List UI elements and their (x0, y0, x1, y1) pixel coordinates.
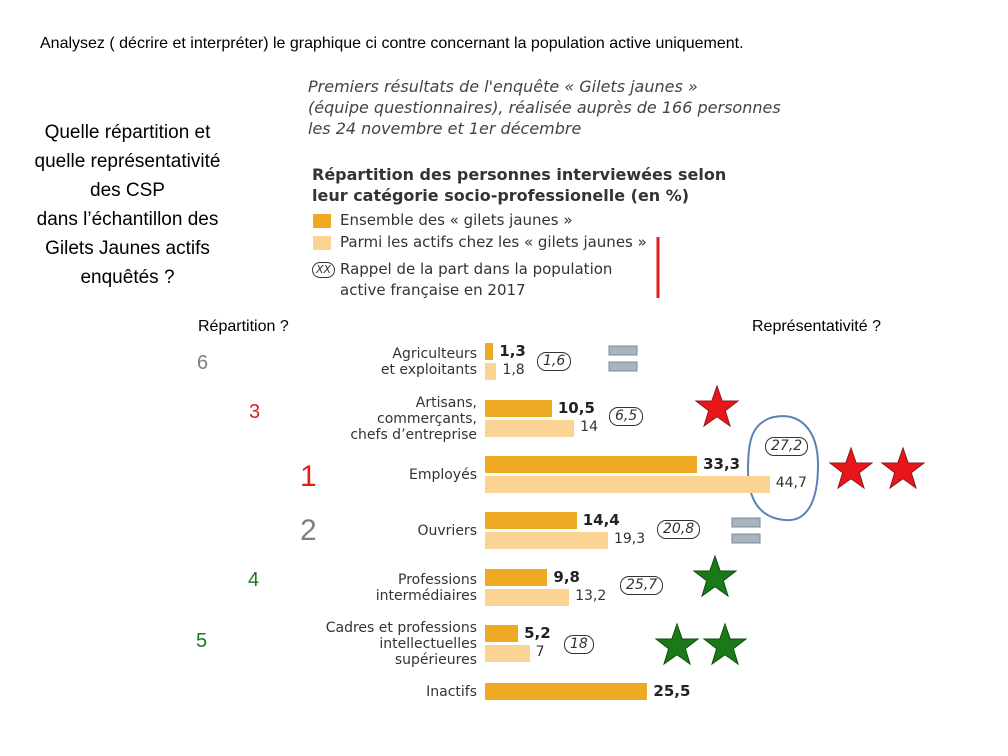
chart-title: Premiers résultats de l'enquête « Gilets… (308, 77, 781, 138)
bar (485, 645, 530, 662)
bar (485, 363, 497, 380)
bar (485, 420, 575, 437)
legend-label: Rappel de la part dans la population act… (340, 260, 613, 299)
bar (485, 456, 698, 473)
rank-number: 2 (300, 514, 317, 547)
reference-label: 18 (564, 635, 594, 654)
reference-label: 25,7 (620, 576, 664, 595)
bar (485, 512, 577, 529)
rank-number: 5 (196, 630, 208, 652)
reference-label: 1,6 (537, 352, 572, 371)
legend-swatch (313, 214, 331, 228)
green-stars (654, 554, 748, 666)
rank-number: 3 (249, 401, 261, 423)
value-label: 13,2 (575, 588, 607, 604)
reference-label: 27,2 (765, 437, 809, 456)
bar (485, 569, 548, 586)
bar (485, 400, 552, 417)
rank-number: 1 (300, 460, 317, 493)
value-label: 14 (580, 419, 598, 435)
question: Quelle répartition et quelle représentat… (34, 122, 221, 288)
value-label: 14,4 (582, 511, 620, 529)
red-stars (694, 384, 926, 490)
value-label: 7 (535, 644, 545, 660)
category-label: Cadres et professions intellectuelles su… (325, 620, 477, 668)
value-label: 19,3 (613, 531, 646, 547)
reference-label: 6,5 (609, 407, 644, 426)
legend-label: Ensemble des « gilets jaunes » (340, 211, 573, 229)
value-label: 9,8 (553, 568, 580, 586)
category-label: Professions intermédiaires (375, 572, 477, 604)
equal-signs (608, 345, 761, 544)
bar (485, 683, 648, 700)
value-label: 44,7 (775, 475, 807, 491)
category-label: Employés (408, 467, 477, 483)
chart-subtitle: Répartition des personnes interviewées s… (312, 165, 727, 205)
bar (485, 589, 570, 606)
bar (485, 476, 770, 493)
bar (485, 625, 519, 642)
value-label: 25,5 (653, 682, 691, 700)
value-label: 5,2 (524, 624, 551, 642)
value-label: 1,8 (502, 362, 525, 378)
bar (485, 343, 494, 360)
value-label: 10,5 (557, 399, 595, 417)
category-label: Agriculteurs et exploitants (380, 346, 477, 378)
right-heading: Représentativité ? (752, 318, 881, 335)
value-label: 33,3 (703, 455, 741, 473)
value-label: 1,3 (499, 342, 526, 360)
legend-swatch (313, 236, 331, 250)
legend-label: Parmi les actifs chez les « gilets jaune… (340, 233, 647, 251)
category-label: Artisans, commerçants, chefs d’entrepris… (350, 395, 477, 443)
category-label: Ouvriers (417, 523, 478, 539)
rank-number: 6 (197, 352, 209, 374)
left-heading: Répartition ? (198, 318, 289, 335)
instruction: Analysez ( décrire et interpréter) le gr… (40, 35, 744, 52)
category-label: Inactifs (426, 683, 477, 700)
rank-number: 4 (248, 569, 260, 591)
reference-label: 20,8 (657, 520, 701, 539)
bar (485, 532, 608, 549)
legend-symbol: XX (312, 262, 336, 278)
circle-annotation (746, 415, 820, 522)
